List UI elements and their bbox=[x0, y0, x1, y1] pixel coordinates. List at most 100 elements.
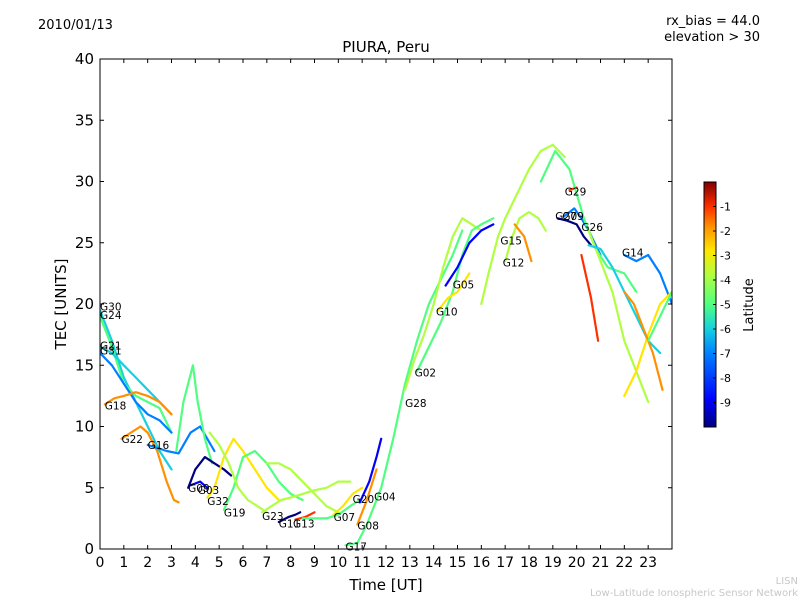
trace-label: G31 bbox=[100, 346, 122, 358]
colorbar-tick-label: -1 bbox=[720, 201, 731, 214]
series-G09 bbox=[189, 480, 209, 489]
trace-label: G02 bbox=[415, 368, 437, 380]
trace-label: G22 bbox=[121, 434, 143, 446]
series-G22 bbox=[120, 425, 180, 504]
series-G24 bbox=[100, 315, 173, 434]
x-tick-label: 16 bbox=[472, 555, 490, 571]
series-G16 bbox=[146, 425, 216, 455]
x-tick-label: 14 bbox=[425, 555, 443, 571]
y-axis-label: TEC [UNITS] bbox=[52, 259, 70, 351]
trace-label: G32 bbox=[207, 496, 229, 508]
y-tick-label: 30 bbox=[75, 173, 94, 191]
series-G23 bbox=[261, 480, 352, 514]
trace-label: G26 bbox=[581, 222, 603, 234]
series-G19b bbox=[208, 431, 268, 514]
series-G14b bbox=[587, 229, 650, 404]
trace-label: G04 bbox=[374, 491, 396, 503]
series-G01 bbox=[647, 290, 672, 342]
x-tick-label: 2 bbox=[143, 555, 152, 571]
series-G12 bbox=[504, 211, 547, 263]
series-G04 bbox=[358, 437, 383, 504]
trace-label: G13 bbox=[293, 518, 315, 530]
trace-label: G19 bbox=[224, 507, 246, 519]
trace-label: G28 bbox=[405, 398, 427, 410]
colorbar-tick-label: -6 bbox=[720, 323, 731, 336]
y-tick-label: 10 bbox=[75, 418, 94, 436]
colorbar-tick-label: -8 bbox=[720, 372, 731, 385]
y-axis: 0 5 10 15 20 25 30 35 40 bbox=[75, 50, 672, 558]
trace-label: G30 bbox=[100, 301, 122, 313]
trace-label: G08 bbox=[357, 521, 379, 533]
colorbar-tick-label: -3 bbox=[720, 250, 731, 263]
series-G20 bbox=[301, 498, 361, 520]
credit-short: LISN bbox=[775, 576, 798, 587]
trace-label: G10 bbox=[436, 306, 458, 318]
trace-label: G24 bbox=[100, 310, 122, 322]
series-G32 bbox=[206, 437, 280, 502]
trace-label: G20 bbox=[353, 494, 375, 506]
series-G28 bbox=[404, 217, 483, 391]
x-tick-label: 15 bbox=[449, 555, 467, 571]
series-G26r bbox=[580, 253, 600, 342]
rx-bias-label: rx_bias = 44.0 bbox=[666, 14, 760, 29]
series-G18 bbox=[103, 391, 173, 416]
trace-label: G03 bbox=[198, 485, 220, 497]
series-G08 bbox=[356, 468, 378, 526]
trace-label: G21 bbox=[100, 341, 122, 353]
series-G03 bbox=[187, 456, 233, 489]
trace-label: G16 bbox=[148, 440, 170, 452]
trace-label: G09 bbox=[562, 211, 584, 223]
series-G05 bbox=[444, 223, 495, 287]
series-G13b bbox=[265, 462, 340, 514]
trace-label: G14 bbox=[622, 248, 644, 260]
trace-label: G17 bbox=[345, 542, 367, 554]
x-tick-label: 11 bbox=[353, 555, 371, 571]
y-tick-label: 15 bbox=[75, 356, 94, 374]
x-tick-label: 8 bbox=[286, 555, 295, 571]
series-G02 bbox=[415, 217, 495, 373]
series-G06 bbox=[623, 290, 672, 397]
series-G10 bbox=[437, 272, 471, 312]
trace-label: G07 bbox=[334, 512, 356, 524]
trace-label: G15 bbox=[500, 235, 522, 247]
series-G31 bbox=[100, 351, 173, 434]
series-G11 bbox=[277, 511, 302, 524]
colorbar-tick-label: -2 bbox=[720, 225, 731, 238]
y-tick-label: 25 bbox=[75, 234, 94, 252]
series-G15 bbox=[480, 143, 566, 306]
elevation-label: elevation > 30 bbox=[664, 30, 760, 45]
colorbar-tick-label: -4 bbox=[720, 274, 731, 287]
x-tick-label: 23 bbox=[639, 555, 657, 571]
trace-label: G29 bbox=[565, 186, 587, 198]
x-tick-label: 20 bbox=[568, 555, 586, 571]
x-tick-label: 19 bbox=[544, 555, 562, 571]
x-tick-label: 6 bbox=[239, 555, 248, 571]
colorbar-tick-label: -9 bbox=[720, 397, 731, 410]
x-tick-label: 18 bbox=[520, 555, 538, 571]
trace-label: G18 bbox=[105, 401, 127, 413]
x-tick-label: 0 bbox=[96, 555, 105, 571]
trace-label: G23 bbox=[262, 511, 284, 523]
colorbar-tick-label: -7 bbox=[720, 348, 731, 361]
y-tick-label: 5 bbox=[84, 479, 94, 497]
trace-label: G09 bbox=[188, 483, 210, 495]
colorbar-tick-label: -5 bbox=[720, 299, 731, 312]
x-tick-label: 10 bbox=[329, 555, 347, 571]
x-tick-label: 22 bbox=[615, 555, 633, 571]
series-G27 bbox=[556, 217, 593, 247]
x-tick-label: 1 bbox=[119, 555, 128, 571]
trace-label: G05 bbox=[453, 279, 475, 291]
series-G20a bbox=[175, 364, 214, 465]
x-tick-label: 17 bbox=[496, 555, 514, 571]
series-G07 bbox=[332, 486, 364, 516]
x-tick-label: 9 bbox=[310, 555, 319, 571]
x-tick-label: 4 bbox=[191, 555, 200, 571]
colorbar-label: Latitude bbox=[742, 278, 757, 332]
y-tick-label: 20 bbox=[75, 295, 94, 313]
series-G14 bbox=[623, 253, 672, 306]
y-tick-label: 35 bbox=[75, 111, 94, 129]
trace-label: G12 bbox=[503, 257, 525, 269]
x-tick-label: 5 bbox=[215, 555, 224, 571]
